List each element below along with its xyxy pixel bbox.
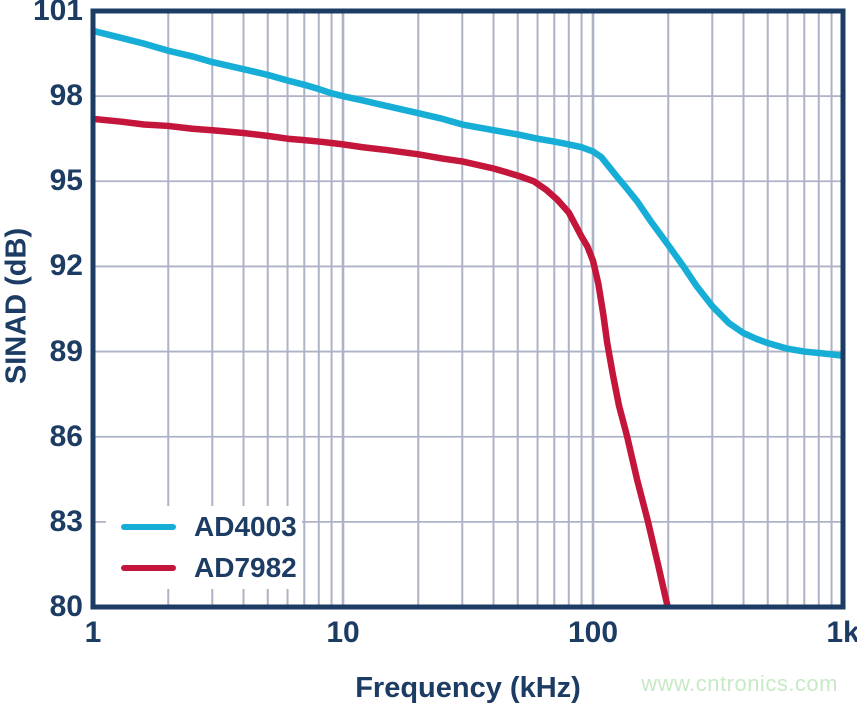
series-line-AD7982 (95, 115, 671, 605)
y-tick-label: 92 (49, 249, 83, 283)
ad4003-line-swatch (121, 523, 176, 530)
series-line-AD4003 (95, 28, 841, 359)
y-tick-label: 98 (49, 79, 83, 113)
y-tick-label: 83 (49, 504, 83, 538)
y-tick-label: 101 (32, 0, 83, 27)
y-tick-label: 86 (49, 419, 83, 453)
legend-item-ad7982: AD7982 (106, 554, 302, 582)
legend-label-ad4003: AD4003 (194, 510, 297, 542)
series-lines (95, 28, 841, 605)
y-axis-title: SINAD (dB) (0, 227, 33, 385)
y-tick-label: 80 (49, 590, 83, 623)
plot-frame (90, 8, 846, 610)
x-tick-label: 1k (826, 616, 857, 649)
legend-item-ad4003: AD4003 (106, 510, 302, 542)
x-tick-label: 1 (84, 616, 102, 649)
x-tick-label: 10 (326, 616, 360, 649)
y-tick-label: 89 (49, 334, 83, 368)
x-axis-title: Frequency (kHz) (355, 672, 581, 703)
x-tick-label: 100 (567, 616, 619, 649)
legend: AD4003 AD7982 (106, 506, 302, 589)
legend-label-ad7982: AD7982 (194, 552, 297, 584)
ad7982-line-swatch (121, 565, 176, 572)
watermark: www.cntronics.com (641, 671, 838, 696)
y-tick-label: 95 (49, 164, 83, 198)
